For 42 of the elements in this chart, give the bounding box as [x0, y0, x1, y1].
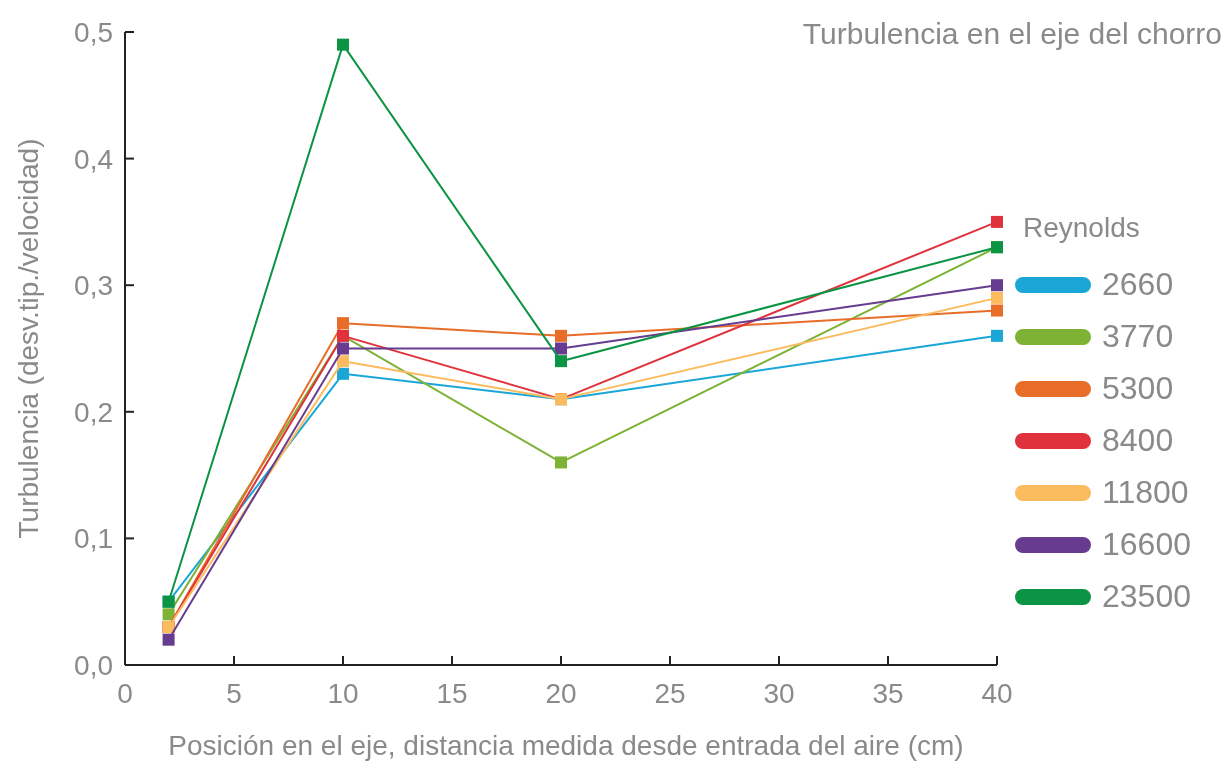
y-tick-label: 0,1 [74, 523, 113, 555]
point [555, 329, 567, 342]
point [991, 329, 1003, 342]
point [337, 367, 349, 380]
legend-label: 5300 [1102, 370, 1174, 406]
x-tick-label: 10 [327, 678, 359, 709]
legend-label: 11800 [1102, 474, 1189, 510]
x-tick-label: 40 [981, 678, 1013, 709]
x-tick-label: 20 [545, 678, 577, 709]
point [991, 215, 1003, 228]
x-tick-label: 0 [117, 678, 133, 709]
x-tick-label: 5 [226, 678, 242, 709]
y-tick-label: 0,5 [74, 17, 113, 48]
point [991, 279, 1003, 292]
point [991, 291, 1003, 304]
legend-label: 23500 [1102, 578, 1191, 614]
x-tick-label: 25 [654, 678, 686, 709]
point [337, 355, 349, 368]
x-tick-label: 15 [436, 678, 468, 709]
point [162, 633, 175, 646]
x-tick-label: 35 [872, 678, 904, 709]
legend-label: 3770 [1102, 318, 1174, 354]
point [162, 608, 175, 621]
point [337, 317, 349, 330]
legend-label: 8400 [1102, 422, 1174, 458]
y-tick-label: 0,3 [74, 270, 113, 302]
point [555, 456, 567, 469]
x-axis-title: Posición en el eje, distancia medida desde entrada del aire (cm) [168, 730, 964, 761]
x-tick-label: 30 [763, 678, 795, 709]
point [991, 304, 1003, 317]
point [555, 342, 567, 355]
y-tick-label: 0,0 [74, 650, 113, 681]
point [337, 342, 349, 355]
legend-title: Reynolds [1023, 212, 1140, 243]
y-tick-label: 0,4 [74, 143, 113, 175]
point [555, 355, 567, 368]
y-tick-label: 0,2 [74, 396, 113, 428]
chart-title: Turbulencia en el eje del chorro [802, 17, 1222, 50]
legend-label: 2660 [1102, 266, 1174, 302]
point [337, 38, 349, 51]
y-axis-title: Turbulencia (desv.tip./velocidad) [13, 138, 44, 539]
legend-label: 16600 [1102, 526, 1191, 562]
